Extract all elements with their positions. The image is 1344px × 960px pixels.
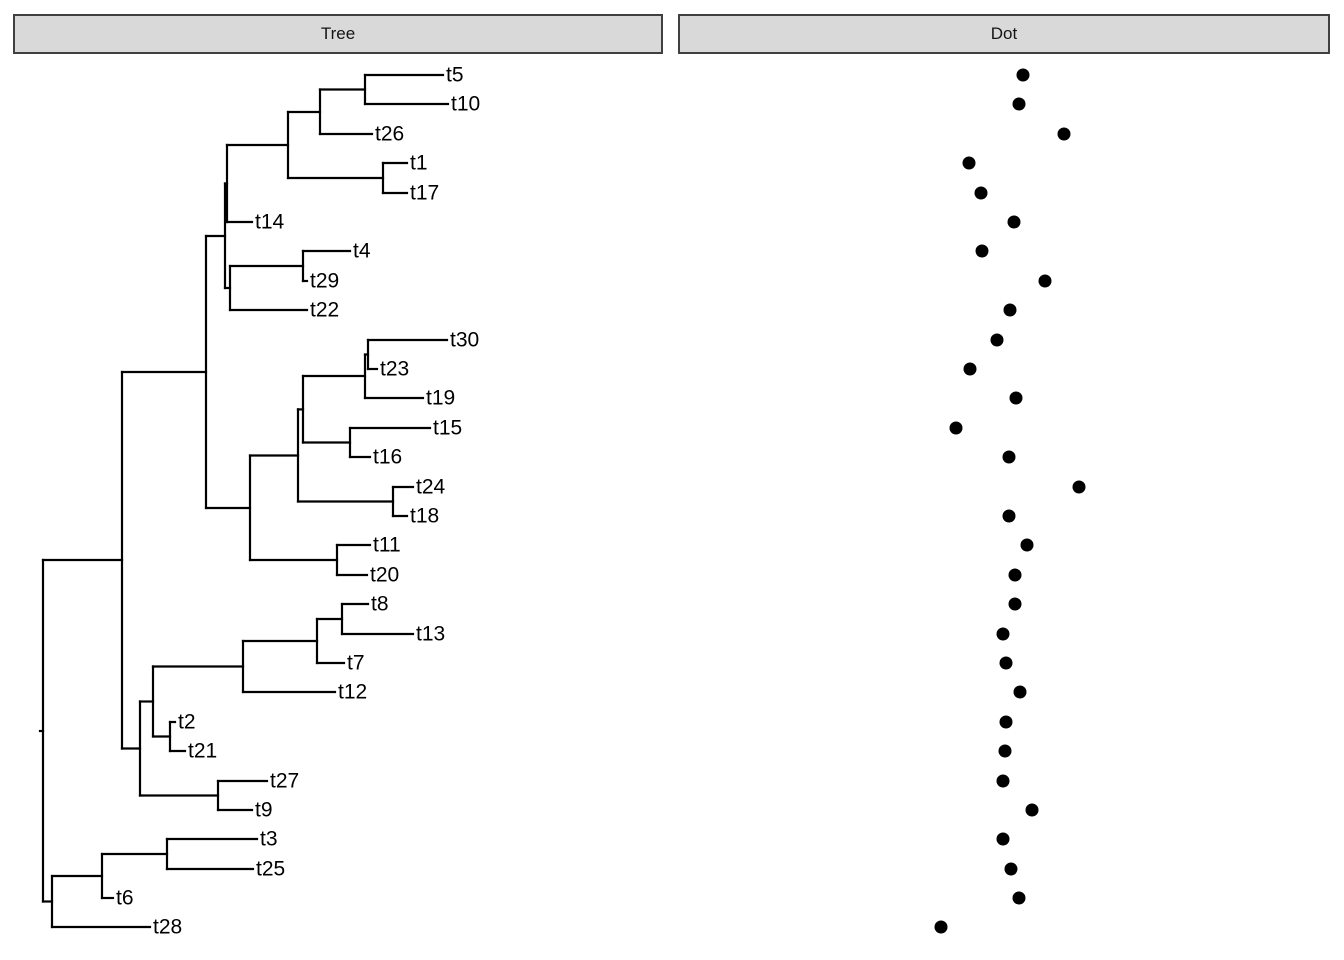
tip-label-t22: t22 (310, 299, 339, 322)
facet-strip-dot: Dot (678, 14, 1330, 54)
facet-strip-dot-label: Dot (990, 24, 1018, 43)
tip-label-t20: t20 (370, 564, 399, 587)
dot-t2 (999, 715, 1013, 729)
facet-strip-tree: Tree (13, 14, 663, 54)
dot-t23 (963, 362, 977, 376)
tip-label-t14: t14 (255, 211, 285, 234)
tip-label-t27: t27 (270, 770, 299, 793)
dot-t20 (1008, 568, 1022, 582)
tip-label-t5: t5 (446, 64, 464, 87)
tip-label-t7: t7 (347, 652, 365, 675)
dot-t29 (1038, 274, 1052, 288)
tip-label-t3: t3 (260, 828, 278, 851)
tip-label-t30: t30 (450, 329, 479, 352)
tip-label-t13: t13 (416, 623, 445, 646)
tip-label-t17: t17 (410, 182, 439, 205)
dot-t9 (1025, 803, 1039, 817)
tip-label-t18: t18 (410, 505, 439, 528)
tip-label-t11: t11 (373, 534, 401, 557)
dot-t21 (998, 744, 1012, 758)
dot-t3 (996, 832, 1010, 846)
tip-label-t4: t4 (353, 240, 371, 263)
dot-t10 (1012, 97, 1026, 111)
dot-t16 (1002, 450, 1016, 464)
facet-strip-tree-label: Tree (320, 24, 356, 43)
tip-label-t25: t25 (256, 858, 285, 881)
dot-t4 (975, 244, 989, 258)
tip-label-t12: t12 (338, 681, 367, 704)
dot-t17 (974, 186, 988, 200)
dot-t25 (1004, 862, 1018, 876)
tip-label-t28: t28 (153, 916, 182, 939)
dot-t14 (1007, 215, 1021, 229)
dot-t30 (990, 333, 1004, 347)
dot-t27 (996, 774, 1010, 788)
dot-t24 (1072, 480, 1086, 494)
dot-t8 (1008, 597, 1022, 611)
tip-label-t29: t29 (310, 270, 339, 293)
dot-t26 (1057, 127, 1071, 141)
dot-t28 (934, 920, 948, 934)
tip-label-t6: t6 (116, 887, 134, 910)
tip-label-t16: t16 (373, 446, 402, 469)
tip-label-t8: t8 (371, 593, 389, 616)
tip-label-t21: t21 (188, 740, 217, 763)
dot-t6 (1012, 891, 1026, 905)
tip-label-t23: t23 (380, 358, 409, 381)
tip-label-t26: t26 (375, 123, 404, 146)
dot-t22 (1003, 303, 1017, 317)
tip-label-t19: t19 (426, 387, 455, 410)
dot-t15 (949, 421, 963, 435)
dot-t18 (1002, 509, 1016, 523)
tip-label-t2: t2 (178, 711, 196, 734)
dot-t12 (1013, 685, 1027, 699)
dot-t13 (996, 627, 1010, 641)
dot-t1 (962, 156, 976, 170)
dot-t5 (1016, 68, 1030, 82)
dot-t11 (1020, 538, 1034, 552)
tip-label-t10: t10 (451, 93, 480, 116)
dot-t19 (1009, 391, 1023, 405)
dot-t7 (999, 656, 1013, 670)
tip-label-t9: t9 (255, 799, 273, 822)
tip-label-t1: t1 (410, 152, 428, 175)
tip-label-t24: t24 (416, 476, 446, 499)
tip-label-t15: t15 (433, 417, 462, 440)
